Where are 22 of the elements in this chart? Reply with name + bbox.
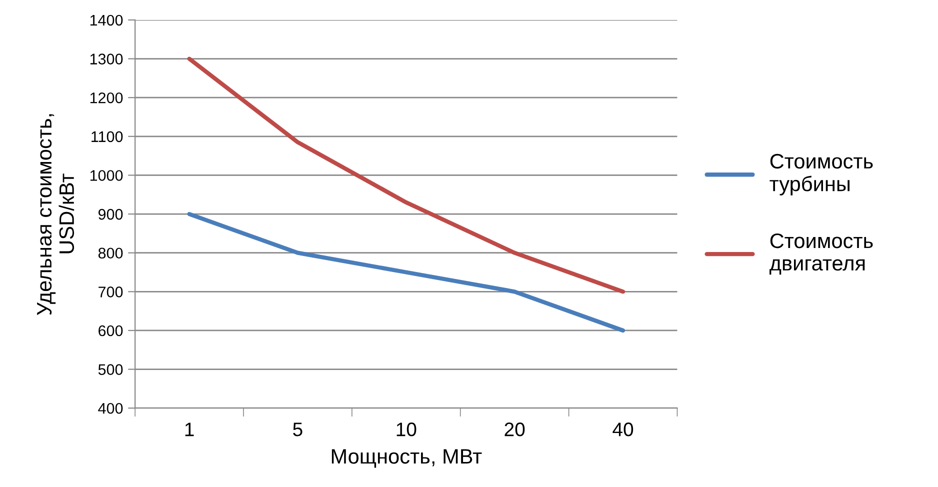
y-tick-label: 800 [98,248,123,259]
x-tick-label: 1 [185,422,194,436]
y-tick-label: 600 [98,325,123,336]
x-tick-label: 5 [293,422,302,436]
line-series [187,212,626,333]
y-tick-label: 1200 [90,92,123,104]
legend-label: Стоимость двигателя [770,233,873,275]
y-tick-label: 1000 [90,170,123,181]
y-tick-label: 500 [98,364,123,375]
y-tick-label: 900 [98,208,123,220]
x-tick-label: 40 [612,422,634,436]
y-tick-label: 1300 [90,54,123,64]
y-tick-label: 1400 [90,14,123,26]
legend-label: Стоимость турбины [770,154,873,196]
line-series [187,56,626,294]
y-axis-title: Удельная стоимость, USD/кВт [37,114,74,316]
x-tick-label: 10 [396,422,416,436]
y-tick-label: 1100 [92,131,123,142]
x-axis-title: Мощность, МВт [332,449,482,468]
y-tick-label: 400 [98,402,123,414]
x-tick-label: 20 [504,422,525,436]
y-tick-label: 700 [98,286,123,298]
